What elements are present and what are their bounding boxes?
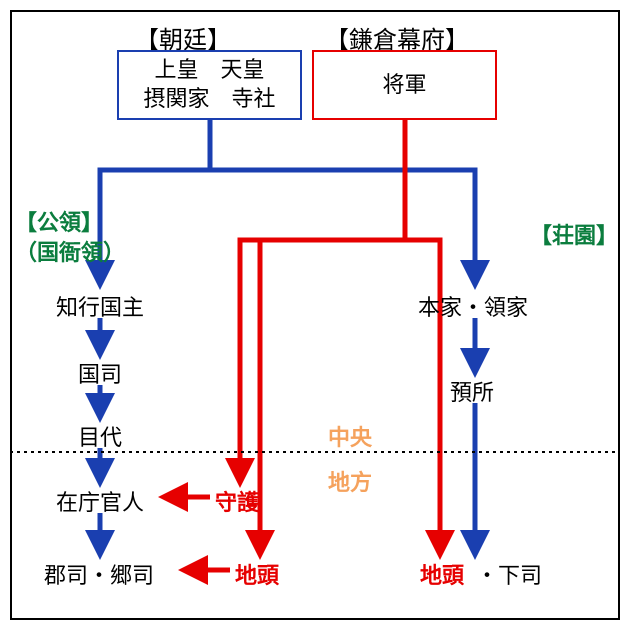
label-gunji-goji: 郡司・郷司 xyxy=(44,558,154,590)
box-shogun: 将軍 xyxy=(312,50,497,120)
box-court: 上皇 天皇 摂関家 寺社 xyxy=(117,50,302,120)
label-koryo: 【公領】 xyxy=(15,205,103,237)
label-jito-right: 地頭 xyxy=(420,558,464,590)
label-shugo: 守護 xyxy=(215,485,259,517)
label-shoen: 【荘園】 xyxy=(530,218,618,250)
label-honke-ryoke: 本家・領家 xyxy=(418,290,528,322)
label-zaicho-kannin: 在庁官人 xyxy=(56,485,144,517)
label-mokudai: 目代 xyxy=(78,420,122,452)
label-jito-left: 地頭 xyxy=(235,558,279,590)
label-azukaridokoro: 預所 xyxy=(450,375,494,407)
label-chuo: 中央 xyxy=(328,420,372,452)
label-kokushi: 国司 xyxy=(78,357,122,389)
label-geshi: ・下司 xyxy=(476,558,542,590)
box-court-line1: 上皇 天皇 xyxy=(154,57,264,82)
box-shogun-text: 将軍 xyxy=(382,71,426,100)
label-kokugaryo: （国衙領） xyxy=(15,235,125,267)
label-chiho: 地方 xyxy=(328,465,372,497)
label-chigyo-kokushu: 知行国主 xyxy=(56,290,144,322)
box-court-line2: 摂関家 寺社 xyxy=(143,86,275,111)
